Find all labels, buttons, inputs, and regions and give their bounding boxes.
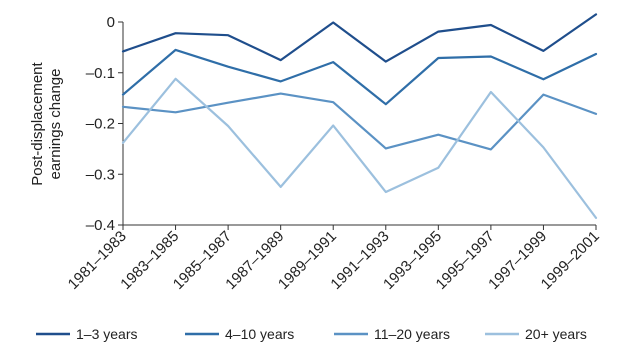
- y-axis-label: Post-displacementearnings change: [29, 61, 64, 185]
- y-tick-label: –0.2: [86, 116, 115, 133]
- y-tick-label: –0.1: [86, 65, 115, 82]
- legend-label: 4–10 years: [225, 326, 294, 342]
- series-lines: [121, 13, 598, 219]
- series-line: [121, 92, 598, 151]
- y-tick-label: –0.4: [86, 217, 115, 234]
- series-line: [121, 48, 598, 106]
- legend-label: 11–20 years: [374, 326, 450, 342]
- legend: 1–3 years 4–10 years 11–20 years 20+ years: [36, 326, 587, 342]
- y-axis-title: Post-displacementearnings change: [29, 61, 64, 185]
- legend-label: 20+ years: [525, 326, 587, 342]
- y-axis-title-line: earnings change: [47, 69, 64, 180]
- series-line: [121, 77, 598, 219]
- y-tick-label: –0.3: [86, 166, 115, 183]
- y-axis-title-line: Post-displacement: [29, 61, 46, 185]
- axes: 0–0.1–0.2–0.3–0.41981–19831983–19851985–…: [65, 14, 603, 293]
- y-tick-label: 0: [107, 14, 115, 31]
- legend-label: 1–3 years: [76, 326, 137, 342]
- series-line: [121, 13, 598, 63]
